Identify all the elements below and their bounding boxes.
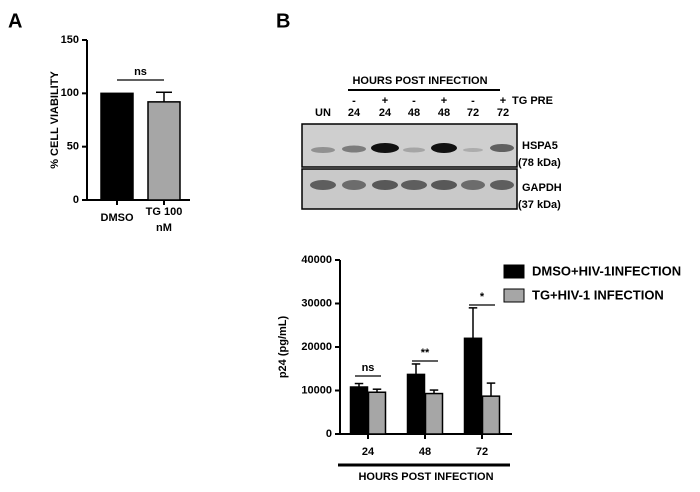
bands [310, 143, 514, 190]
bar [406, 373, 426, 435]
y-tick-label: 30000 [301, 297, 332, 309]
legend-swatch [503, 264, 525, 279]
panel-label: B [276, 10, 290, 32]
x-tick-label: 48 [419, 446, 431, 458]
sign-label: + [500, 95, 506, 107]
x-tick-label: DMSO [101, 212, 134, 224]
bar [481, 395, 501, 435]
x-tick-label: 72 [476, 446, 488, 458]
significance-label: ns [134, 66, 147, 78]
lane-label: 72 [467, 107, 479, 119]
legend-swatch [503, 288, 525, 303]
y-tick-label: 150 [61, 34, 79, 46]
blot-panel [301, 123, 518, 168]
significance-label: * [480, 291, 485, 303]
bar [100, 92, 134, 201]
sign-label: - [412, 95, 416, 107]
y-tick-label: 20000 [301, 341, 332, 353]
y-tick-label: 10000 [301, 384, 332, 396]
band-name: HSPA5 [522, 140, 558, 152]
y-axis-label: % CELL VIABILITY [49, 71, 61, 169]
bar [424, 392, 444, 435]
significance-label: ns [362, 362, 375, 374]
y-tick-label: 0 [326, 428, 332, 440]
legend-label: DMSO+HIV-1INFECTION [532, 263, 681, 278]
y-tick-label: 50 [67, 141, 79, 153]
treatment-label: TG PRE [512, 95, 553, 107]
legend-label: TG+HIV-1 INFECTION [532, 287, 664, 302]
lane-label: 48 [438, 107, 450, 119]
bar [367, 391, 387, 435]
bar [349, 386, 369, 435]
blot-header: HOURS POST INFECTION [352, 75, 487, 87]
x-tick-label: 24 [362, 446, 375, 458]
band-name: GAPDH [522, 182, 562, 194]
band-size: (78 kDa) [518, 157, 561, 169]
sign-label: + [382, 95, 388, 107]
y-tick-label: 0 [73, 194, 79, 206]
significance-label: ** [421, 347, 430, 359]
sign-label: - [352, 95, 356, 107]
lane-label: UN [315, 107, 331, 119]
y-axis-label: p24 (pg/mL) [277, 316, 289, 379]
y-tick-label: 40000 [301, 254, 332, 266]
sign-label: + [441, 95, 447, 107]
y-tick-label: 100 [61, 87, 79, 99]
band-size: (37 kDa) [518, 199, 561, 211]
panel-label: A [8, 10, 22, 32]
lane-label: 72 [497, 107, 509, 119]
lane-label: 24 [379, 107, 392, 119]
sign-label: - [471, 95, 475, 107]
lane-label: 48 [408, 107, 420, 119]
lane-label: 24 [348, 107, 361, 119]
x-tick-label: TG 100 nM [145, 206, 183, 234]
bar [147, 101, 181, 201]
bar [463, 337, 483, 435]
x-axis-label: HOURS POST INFECTION [358, 471, 493, 483]
